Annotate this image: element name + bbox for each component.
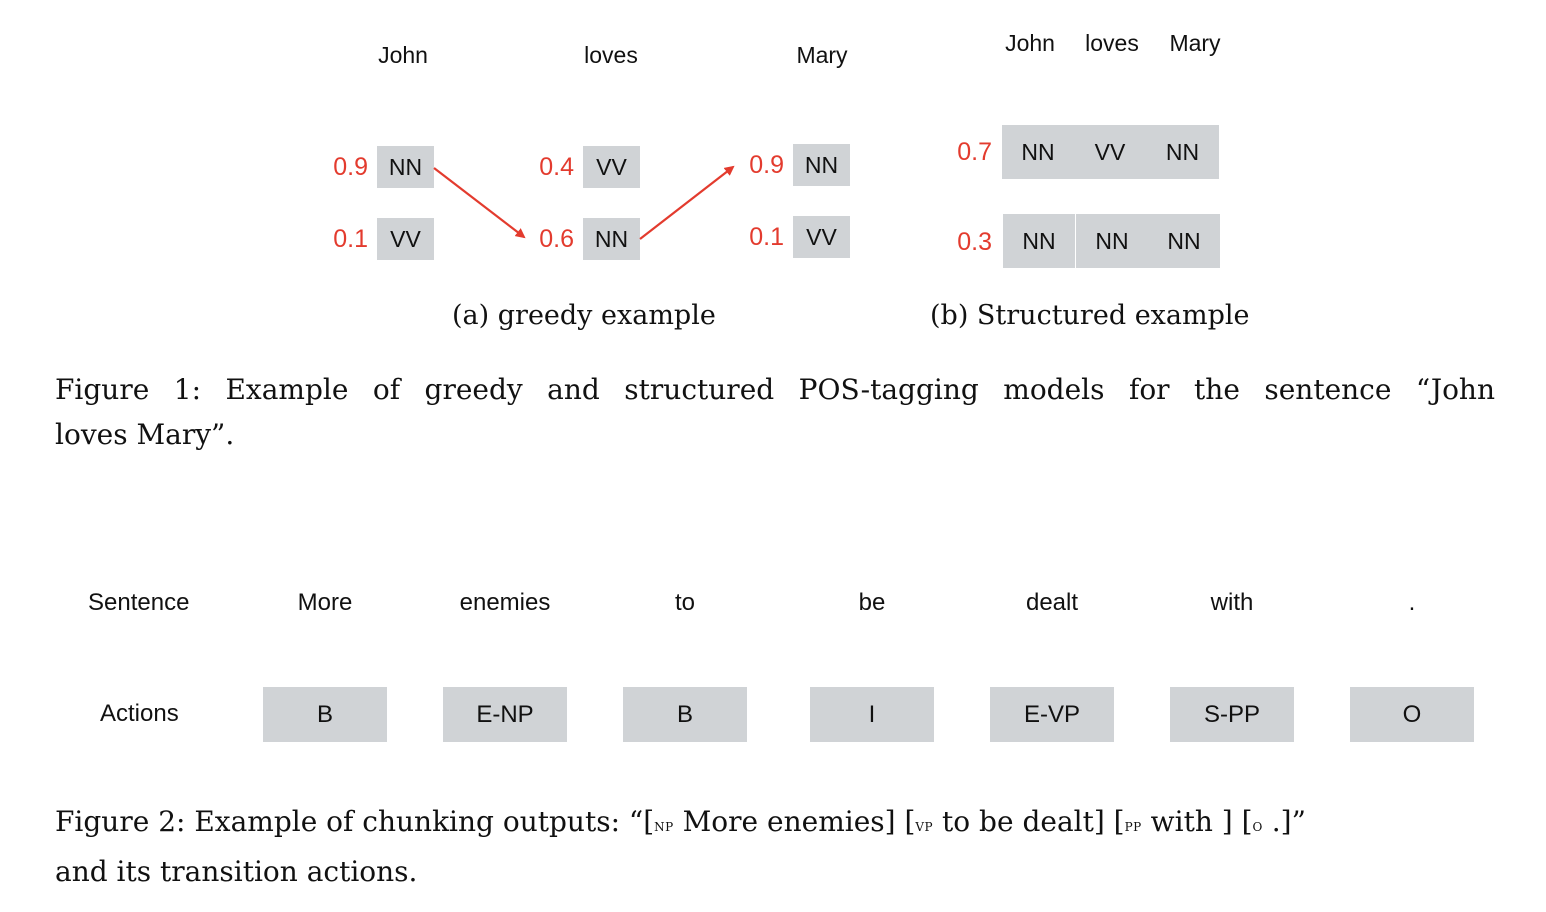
greedy-score: 0.4 [539,153,574,181]
structured-word-mary: Mary [1169,30,1221,56]
sentence-word: be [858,589,886,616]
subcaption-structured: (b) Structured example [930,300,1250,331]
figure1-caption-line1: Figure 1: Example of greedy and structur… [55,373,1495,406]
greedy-word-john: John [378,42,428,68]
figure2-caption-line2: and its transition actions. [55,855,418,888]
greedy-tag-box: VV [793,216,850,258]
caption-text: .]” [1262,805,1306,838]
structured-tag-box: NN [1076,214,1148,268]
greedy-tag-box: VV [583,146,640,188]
figure2-caption-line1: Figure 2: Example of chunking outputs: “… [55,799,1495,849]
greedy-score: 0.1 [333,225,368,253]
sentence-word: More [297,589,353,616]
sentence-row-label: Sentence [88,589,190,616]
greedy-tag-box: NN [793,144,850,186]
caption-text: More enemies] [ [673,805,916,838]
figure1-caption-line2: loves Mary”. [55,418,235,451]
action-box: E-VP [990,687,1114,742]
greedy-score: 0.9 [333,153,368,181]
caption-text: with ] [ [1141,805,1253,838]
figure2-caption: Figure 2: Example of chunking outputs: “… [55,799,1495,894]
subcaption-greedy: (a) greedy example [452,300,716,331]
chunk-label-o: o [1252,816,1263,836]
sentence-word: with [1210,589,1254,616]
sentence-word: . [1408,589,1416,616]
greedy-word-mary: Mary [796,42,848,68]
structured-word-loves: loves [1085,30,1139,56]
greedy-score: 0.9 [749,151,784,179]
action-box: B [623,687,747,742]
greedy-tag-box: VV [377,218,434,260]
sentence-word: dealt [1025,589,1079,616]
structured-tag-box: VV [1074,125,1146,179]
caption-text: to be dealt] [ [933,805,1125,838]
greedy-arrow [433,167,526,239]
structured-score: 0.7 [957,138,992,166]
greedy-tag-box: NN [583,218,640,260]
structured-word-john: John [1005,30,1055,56]
greedy-score: 0.1 [749,223,784,251]
structured-score: 0.3 [957,228,992,256]
figure1-caption: Figure 1: Example of greedy and structur… [55,367,1495,457]
chunk-label-np: np [654,816,674,836]
structured-tag-box: NN [1002,125,1074,179]
action-box: E-NP [443,687,567,742]
sentence-word: to [674,589,695,616]
greedy-score: 0.6 [539,225,574,253]
chunk-label-pp: pp [1124,816,1142,836]
chunk-label-vp: vp [915,816,934,836]
greedy-tag-box: NN [377,146,434,188]
action-box: S-PP [1170,687,1294,742]
structured-tag-box: NN [1148,214,1220,268]
structured-tag-box: NN [1003,214,1075,268]
actions-row-label: Actions [100,700,179,727]
action-box: O [1350,687,1474,742]
greedy-arrow [639,165,735,240]
action-box: I [810,687,934,742]
action-box: B [263,687,387,742]
structured-tag-box: NN [1146,125,1219,179]
caption-text: Figure 2: Example of chunking outputs: “… [55,805,655,838]
greedy-word-loves: loves [584,42,638,68]
sentence-word: enemies [459,589,551,616]
